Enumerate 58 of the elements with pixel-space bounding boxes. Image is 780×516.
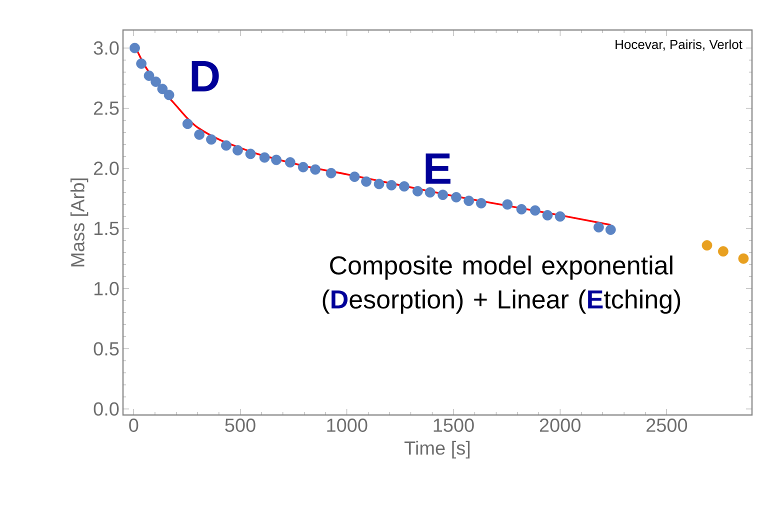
annotation: Hocevar, Pairis, Verlot <box>616 40 742 51</box>
x-tick-label: 1000 <box>327 418 368 432</box>
x-tick-label: 500 <box>225 418 256 432</box>
point <box>361 176 372 187</box>
y-tick-label: 1.0 <box>94 282 119 296</box>
y-tick-label: 0.5 <box>94 342 119 356</box>
point <box>164 90 174 100</box>
point <box>476 198 486 208</box>
point <box>593 222 604 233</box>
point <box>349 172 360 182</box>
point <box>182 118 193 130</box>
y-tick-label: 0.0 <box>94 402 119 416</box>
point <box>206 134 216 145</box>
x-tick-label: 0 <box>129 418 138 432</box>
point <box>221 140 232 151</box>
x-axis-title: Time [s] <box>404 440 470 459</box>
point <box>271 154 282 166</box>
point <box>738 253 749 264</box>
point <box>194 129 205 140</box>
y-tick-label: 1.5 <box>94 222 119 236</box>
annotation: D <box>192 61 219 92</box>
point <box>284 157 296 168</box>
point <box>298 162 308 172</box>
point <box>310 164 321 175</box>
point <box>451 192 462 202</box>
x-tick-label: 2500 <box>646 418 688 432</box>
x-tick-label: 1500 <box>434 418 474 432</box>
point <box>399 181 410 192</box>
point <box>530 205 540 216</box>
point <box>424 187 436 198</box>
point <box>136 58 147 69</box>
annotation: Composite model exponential (Desorption) + Linear (Etching) <box>322 256 680 314</box>
point <box>157 84 168 94</box>
point <box>718 246 728 257</box>
point <box>502 199 513 210</box>
point <box>232 145 243 156</box>
annotation: E <box>426 153 450 184</box>
point <box>326 168 336 178</box>
point <box>144 70 154 81</box>
point <box>464 196 474 206</box>
y-tick-label: 3.0 <box>94 41 119 55</box>
point <box>259 152 270 163</box>
point <box>516 204 527 214</box>
point <box>130 42 140 54</box>
x-tick-label: 2000 <box>540 418 580 432</box>
point <box>438 190 448 200</box>
point <box>386 180 397 190</box>
point <box>412 186 423 196</box>
y-tick-label: 2.0 <box>94 162 119 176</box>
point <box>374 178 384 190</box>
point <box>554 211 566 222</box>
point <box>245 148 256 160</box>
point <box>605 224 616 235</box>
point <box>702 240 712 251</box>
point <box>542 210 553 220</box>
y-axis-title: Mass [Arb] <box>70 178 88 266</box>
point <box>150 76 162 87</box>
y-tick-label: 2.5 <box>94 101 119 115</box>
